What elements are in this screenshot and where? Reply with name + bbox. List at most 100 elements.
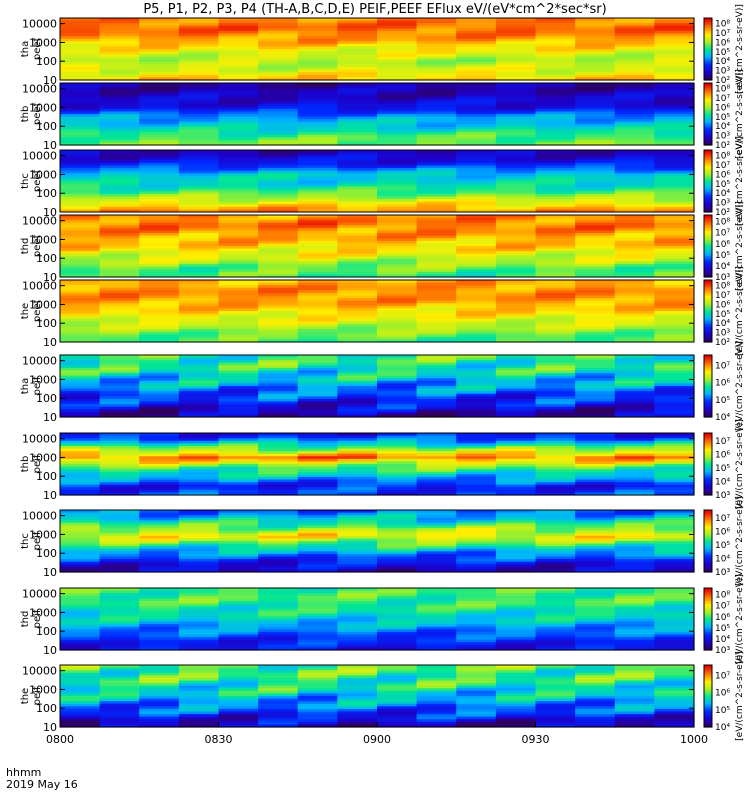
heatmap-cell: [456, 162, 497, 167]
y-tick-label: 1000: [29, 683, 57, 696]
heatmap-cell: [456, 690, 497, 695]
colorbar-cell: [704, 241, 712, 244]
heatmap-cell: [495, 360, 537, 364]
heatmap-cell: [99, 183, 140, 187]
heatmap-cell: [99, 170, 140, 174]
heatmap-cell: [654, 38, 695, 42]
heatmap-cell: [654, 670, 695, 674]
heatmap-cell: [614, 155, 655, 159]
heatmap-cell: [377, 693, 418, 697]
heatmap-cell: [258, 225, 299, 229]
colorbar-cell: [704, 597, 712, 600]
heatmap-cell: [218, 162, 259, 167]
heatmap-cell: [495, 484, 537, 488]
heatmap-cell: [456, 175, 497, 180]
heatmap-cell: [178, 126, 220, 131]
heatmap-cell: [614, 566, 655, 571]
heatmap-cell: [654, 339, 695, 343]
heatmap-cell: [535, 54, 576, 58]
heatmap-cell: [218, 56, 259, 60]
heatmap-cell: [535, 380, 576, 385]
y-tick-label: 100: [36, 392, 57, 405]
heatmap-cell: [614, 474, 655, 478]
heatmap-cell: [297, 398, 338, 403]
heatmap-cell: [337, 624, 378, 628]
heatmap-cell: [575, 440, 616, 444]
heatmap-cell: [337, 719, 378, 723]
heatmap-cell: [218, 69, 259, 73]
heatmap-cell: [218, 240, 259, 245]
heatmap-cell: [99, 370, 140, 374]
heatmap-cell: [337, 626, 378, 630]
heatmap-cell: [178, 675, 220, 679]
colorbar-tick-label: 10⁷: [715, 437, 730, 447]
heatmap-cell: [575, 456, 616, 460]
heatmap-cell: [456, 464, 497, 468]
heatmap-cell: [258, 688, 299, 692]
heatmap-cell: [218, 303, 259, 307]
colorbar-cell: [704, 719, 712, 722]
heatmap-cell: [258, 240, 299, 245]
heatmap-cell: [654, 134, 695, 138]
heatmap-cell: [654, 33, 695, 37]
heatmap-cell: [614, 162, 655, 167]
heatmap-cell: [416, 703, 457, 707]
heatmap-cell: [416, 396, 457, 400]
heatmap-cell: [139, 67, 180, 71]
heatmap-cell: [178, 150, 220, 154]
heatmap-cell: [337, 551, 378, 555]
heatmap-cell: [178, 191, 220, 195]
heatmap-cell: [297, 235, 338, 239]
heatmap-cell: [575, 321, 616, 325]
heatmap-cell: [297, 280, 338, 284]
heatmap-cell: [416, 83, 457, 87]
colorbar-cell: [704, 114, 712, 117]
heatmap-cell: [535, 404, 576, 408]
colorbar-cell: [704, 33, 712, 36]
heatmap-cell: [139, 492, 180, 496]
heatmap-cell: [416, 639, 457, 643]
heatmap-cell: [258, 251, 299, 255]
heatmap-cell: [60, 201, 101, 205]
heatmap-cell: [258, 433, 299, 437]
heatmap-cell: [60, 188, 101, 192]
heatmap-cell: [337, 106, 378, 110]
heatmap-cell: [99, 362, 140, 366]
heatmap-cell: [139, 566, 180, 571]
heatmap-cell: [60, 46, 101, 50]
heatmap-cell: [495, 264, 537, 268]
heatmap-cell: [297, 225, 338, 229]
heatmap-cell: [614, 647, 655, 651]
heatmap-cell: [258, 56, 299, 60]
heatmap-cell: [654, 18, 695, 22]
heatmap-cell: [575, 593, 616, 597]
panel-ylabel: peif: [32, 531, 43, 550]
heatmap-cell: [456, 287, 497, 291]
heatmap-cell: [416, 690, 457, 695]
heatmap-cell: [139, 235, 180, 239]
colorbar-cell: [704, 98, 712, 101]
heatmap-cell: [654, 675, 695, 679]
heatmap-cell: [535, 647, 576, 651]
colorbar-tick-label: 10³: [715, 329, 730, 339]
heatmap-cell: [495, 85, 537, 89]
heatmap-cell: [337, 566, 378, 571]
heatmap-cell: [218, 201, 259, 205]
heatmap-cell: [258, 721, 299, 726]
colorbar-tick-label: 10⁸: [715, 218, 730, 228]
heatmap-cell: [337, 528, 378, 532]
colorbar-cell: [704, 317, 712, 320]
heatmap-cell: [297, 515, 338, 519]
heatmap-cell: [654, 522, 695, 527]
heatmap-cell: [99, 132, 140, 136]
heatmap-cell: [99, 453, 140, 457]
heatmap-cell: [60, 64, 101, 68]
heatmap-cell: [218, 196, 259, 200]
heatmap-cell: [60, 665, 101, 669]
heatmap-cell: [654, 233, 695, 237]
heatmap-cell: [218, 132, 259, 136]
heatmap-cell: [99, 308, 140, 312]
heatmap-cell: [218, 396, 259, 400]
heatmap-cell: [337, 435, 378, 439]
heatmap-cell: [99, 535, 140, 540]
